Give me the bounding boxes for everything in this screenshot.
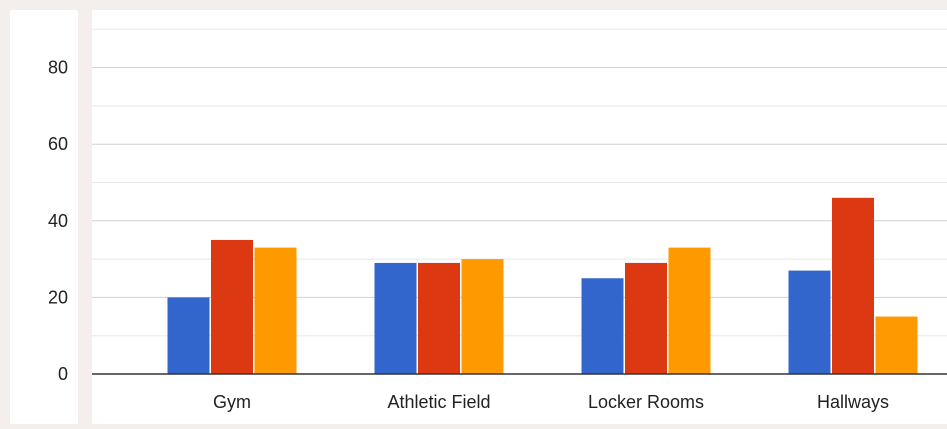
bar-hallways-series-1[interactable]: [788, 270, 831, 374]
x-tick-label: Athletic Field: [387, 392, 490, 412]
bar-hallways-series-3[interactable]: [875, 316, 918, 374]
y-axis-panel: [10, 10, 78, 424]
x-tick-label: Hallways: [817, 392, 889, 412]
bar-gym-series-2[interactable]: [211, 239, 253, 374]
y-tick-label: 20: [48, 287, 68, 307]
x-tick-label: Locker Rooms: [588, 392, 704, 412]
bars: [167, 197, 918, 374]
y-tick-label: 40: [48, 211, 68, 231]
bar-gym-series-1[interactable]: [167, 297, 210, 374]
x-tick-label: Gym: [213, 392, 251, 412]
bar-locker-rooms-series-1[interactable]: [581, 278, 624, 374]
bar-locker-rooms-series-2[interactable]: [625, 262, 667, 374]
x-axis-ticks: Gym Athletic Field Locker Rooms Hallways: [213, 392, 889, 412]
y-tick-label: 60: [48, 134, 68, 154]
bar-athletic-field-series-2[interactable]: [418, 262, 460, 374]
y-axis-ticks: 0 20 40 60 80: [48, 58, 68, 384]
gridlines: [92, 28, 947, 337]
bar-athletic-field-series-1[interactable]: [374, 262, 417, 374]
bar-athletic-field-series-3[interactable]: [461, 259, 504, 374]
y-tick-label: 80: [48, 58, 68, 78]
bar-hallways-series-2[interactable]: [832, 197, 874, 374]
bar-gym-series-3[interactable]: [254, 247, 297, 374]
bar-locker-rooms-series-3[interactable]: [668, 247, 711, 374]
y-tick-label: 0: [58, 364, 68, 384]
